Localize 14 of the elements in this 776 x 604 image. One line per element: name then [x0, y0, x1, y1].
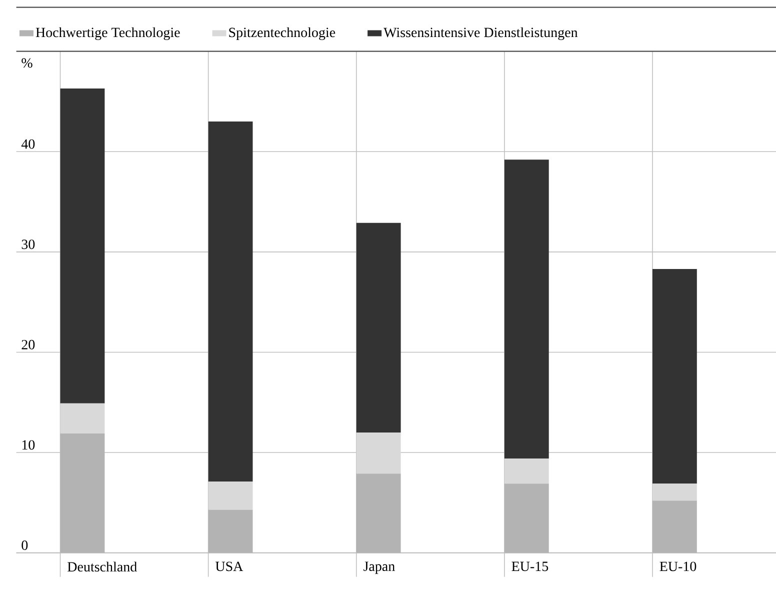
y-tick-label: 20: [22, 340, 35, 350]
x-tick-label: Japan: [364, 562, 395, 574]
x-tick-label: EU-10: [660, 562, 696, 572]
legend-label: Wissensintensive Dienstleistungen: [384, 27, 578, 40]
x-tick-label: Deutschland: [68, 562, 137, 572]
x-tick-label: USA: [215, 562, 244, 572]
legend-label: Spitzentechnologie: [229, 27, 336, 40]
y-tick-label: 40: [21, 139, 35, 149]
y-tick-label: 30: [22, 240, 35, 250]
y-tick-label: 10: [22, 440, 35, 450]
y-axis-title: %: [22, 58, 32, 68]
legend-label: Hochwertige Technologie: [36, 27, 180, 40]
x-tick-label: EU-15: [512, 562, 548, 572]
y-tick-label: 0: [22, 540, 28, 550]
